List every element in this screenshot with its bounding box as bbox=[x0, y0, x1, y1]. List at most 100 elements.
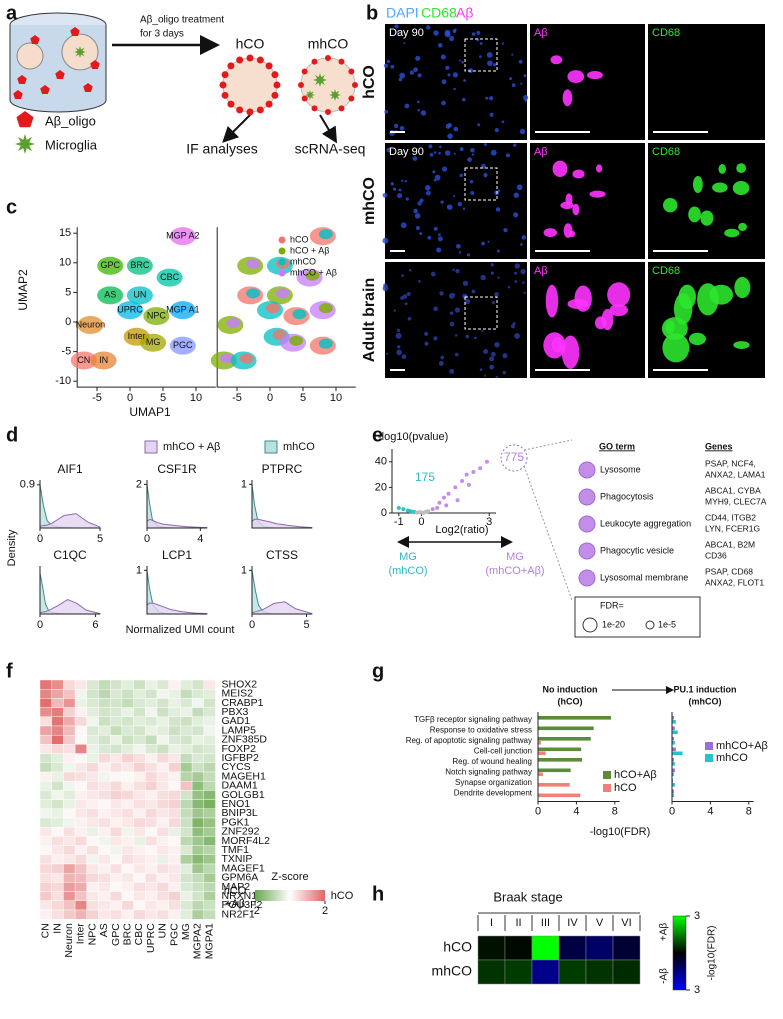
nucleus bbox=[494, 292, 499, 297]
row-label: IGFBP2 bbox=[222, 752, 260, 764]
signal bbox=[663, 198, 678, 213]
heatmap-cell bbox=[86, 707, 99, 717]
cluster bbox=[156, 268, 183, 287]
volcano-point bbox=[464, 472, 469, 477]
signal bbox=[693, 175, 703, 194]
nucleus bbox=[441, 100, 446, 106]
signal bbox=[543, 228, 558, 238]
x-tick-label: 5 bbox=[300, 392, 306, 404]
category-label: Reg. of wound healing bbox=[452, 757, 532, 766]
nucleus bbox=[449, 368, 455, 374]
heatmap-cell bbox=[180, 716, 193, 727]
heatmap-cell bbox=[86, 716, 99, 727]
nucleus bbox=[395, 332, 402, 339]
chart-title: Braak stage bbox=[493, 889, 562, 904]
nucleus bbox=[465, 334, 470, 339]
heatmap-cell bbox=[121, 753, 134, 763]
nucleus bbox=[458, 251, 462, 254]
colorbar bbox=[255, 890, 325, 901]
bar bbox=[672, 737, 674, 741]
heatmap-cell bbox=[156, 854, 169, 865]
bar bbox=[672, 730, 678, 735]
micrograph bbox=[385, 262, 527, 378]
heatmap-cell bbox=[168, 900, 181, 911]
heatmap-cell bbox=[98, 679, 111, 690]
bar bbox=[538, 758, 583, 762]
heatmap-cell bbox=[51, 744, 64, 754]
subplot-title: PTPRC bbox=[262, 462, 303, 476]
nucleus bbox=[447, 73, 451, 77]
nucleus bbox=[483, 143, 487, 147]
nucleus bbox=[479, 55, 482, 58]
nucleus bbox=[396, 328, 401, 333]
axis bbox=[391, 449, 496, 514]
heatmap-cell bbox=[74, 873, 87, 883]
cluster-label: BRC bbox=[130, 260, 150, 270]
nucleus bbox=[404, 103, 410, 109]
signal bbox=[718, 164, 727, 174]
nucleus bbox=[395, 30, 399, 34]
genes: ABCA1, CYBA bbox=[705, 485, 761, 495]
heatmap-cell bbox=[109, 836, 123, 846]
heatmap-cell bbox=[558, 935, 587, 961]
heatmap-cell bbox=[121, 744, 134, 754]
density-area bbox=[251, 518, 313, 529]
heatmap-cell bbox=[168, 753, 181, 763]
heatmap-cell bbox=[121, 845, 134, 855]
nucleus bbox=[483, 349, 489, 355]
column-label: CBC bbox=[133, 923, 145, 946]
channel-label: Aβ bbox=[534, 146, 548, 158]
abeta-icon bbox=[236, 106, 244, 114]
heatmap-cell bbox=[156, 891, 169, 901]
go-term: Lysosome bbox=[600, 464, 641, 474]
heatmap-cell bbox=[191, 735, 205, 745]
heatmap-cell bbox=[63, 909, 76, 920]
genes: CD44, ITGB2 bbox=[705, 512, 756, 522]
cluster bbox=[219, 353, 234, 364]
go-term: Phagocytic vesicle bbox=[600, 545, 674, 555]
heatmap-cell bbox=[74, 781, 87, 791]
row-label: GAD1 bbox=[222, 715, 251, 727]
fdr-legend-box bbox=[574, 596, 701, 638]
nucleus bbox=[509, 77, 513, 81]
heatmap-cell bbox=[168, 836, 181, 846]
heatmap-cell bbox=[98, 909, 111, 920]
cluster bbox=[70, 351, 97, 370]
abeta-icon bbox=[265, 62, 273, 70]
heatmap-cell bbox=[133, 845, 146, 855]
day-label: Day 90 bbox=[389, 27, 424, 39]
nucleus bbox=[505, 153, 510, 158]
heatmap-cell bbox=[121, 891, 134, 901]
nucleus bbox=[491, 351, 496, 357]
column-label: AS bbox=[98, 923, 110, 937]
cluster bbox=[246, 258, 261, 269]
heatmap-cell bbox=[98, 753, 111, 763]
heatmap-cell bbox=[133, 873, 146, 883]
heatmap-cell bbox=[145, 863, 158, 874]
nucleus bbox=[485, 96, 489, 100]
heatmap-cell bbox=[109, 845, 123, 855]
heatmap-cell bbox=[98, 781, 111, 791]
volcano-point bbox=[455, 498, 460, 503]
nucleus bbox=[449, 35, 455, 42]
heatmap-cell bbox=[156, 836, 169, 846]
nucleus bbox=[417, 201, 422, 206]
x-axis-title: Log2(ratio) bbox=[435, 524, 488, 536]
heatmap-cell bbox=[51, 781, 64, 791]
heatmap-cell bbox=[74, 698, 87, 708]
heatmap-cell bbox=[86, 808, 99, 819]
heatmap-cell bbox=[203, 854, 216, 865]
heatmap-cell bbox=[156, 762, 169, 773]
heatmap-cell bbox=[156, 863, 169, 874]
nucleus bbox=[481, 241, 485, 246]
nucleus bbox=[476, 30, 481, 35]
nucleus bbox=[487, 60, 493, 67]
heatmap-cell bbox=[180, 891, 193, 901]
heatmap-cell bbox=[145, 900, 158, 911]
bar bbox=[538, 737, 591, 741]
density-area bbox=[39, 513, 101, 529]
heatmap-cell bbox=[145, 707, 158, 717]
signal bbox=[700, 210, 714, 226]
heatmap-cell bbox=[168, 817, 181, 828]
column-label: PGC bbox=[168, 923, 180, 946]
